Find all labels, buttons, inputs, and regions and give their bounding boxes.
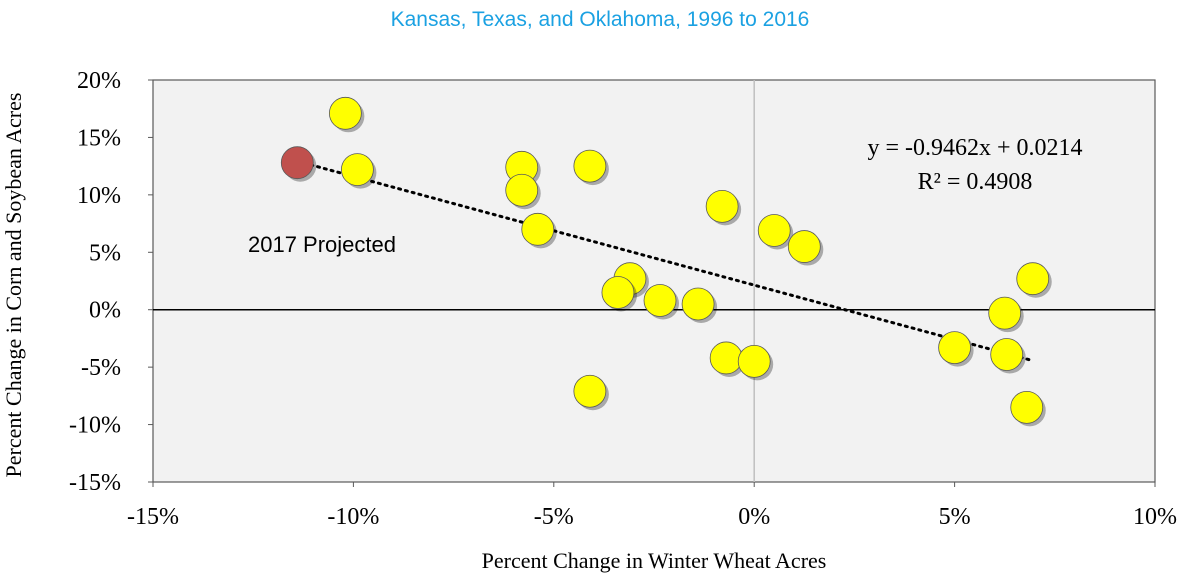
- point: [601, 276, 635, 309]
- y-tick-label: 15%: [77, 125, 121, 151]
- point: [990, 338, 1024, 371]
- annotation: 2017 Projected: [248, 232, 396, 257]
- x-axis-label: Percent Change in Winter Wheat Acres: [482, 548, 827, 573]
- y-tick-label: 0%: [89, 298, 121, 324]
- plot-area: [152, 79, 1156, 483]
- x-tick-label: -10%: [327, 504, 379, 530]
- point: [280, 146, 314, 180]
- y-tick-label: 20%: [77, 68, 121, 94]
- point: [1010, 390, 1044, 424]
- x-tick-label: 5%: [939, 504, 971, 530]
- point: [988, 296, 1022, 330]
- point: [938, 331, 971, 365]
- y-axis-label: Percent Change in Corn and Soybean Acres: [1, 93, 26, 478]
- point: [681, 287, 715, 321]
- y-tick-label: -5%: [81, 355, 121, 381]
- point: [705, 189, 739, 223]
- r-squared: R² = 0.4908: [918, 169, 1033, 195]
- point: [341, 153, 374, 186]
- point: [737, 344, 771, 378]
- chart-subtitle: Kansas, Texas, and Oklahoma, 1996 to 201…: [391, 8, 810, 31]
- point: [1016, 262, 1050, 296]
- y-tick-label: 10%: [77, 183, 121, 209]
- y-tick-label: -15%: [69, 470, 121, 496]
- x-tick-label: -5%: [534, 504, 574, 530]
- point: [643, 284, 677, 317]
- point: [709, 341, 743, 375]
- x-tick-label: 10%: [1133, 504, 1177, 530]
- point: [573, 374, 607, 408]
- y-tick-label: 5%: [89, 240, 121, 266]
- x-tick-label: -15%: [127, 504, 179, 530]
- x-tick-label: 0%: [738, 504, 770, 530]
- point: [757, 214, 791, 247]
- point: [328, 96, 362, 130]
- trendline: [295, 159, 1033, 362]
- point: [521, 212, 555, 246]
- y-tick-label: -10%: [69, 413, 121, 439]
- point: [787, 230, 821, 263]
- point: [573, 149, 607, 183]
- point: [505, 173, 539, 207]
- equation: y = -0.9462x + 0.0214: [867, 135, 1082, 161]
